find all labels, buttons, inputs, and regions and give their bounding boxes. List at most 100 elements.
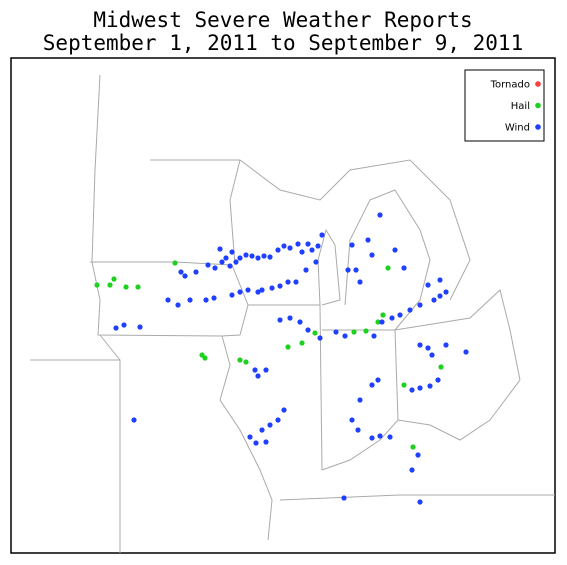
wind-report [425,345,431,351]
hail-report [135,284,141,290]
hail-report [385,265,391,271]
hail-report [363,328,369,334]
hail-report [237,357,243,363]
wind-report [357,279,363,285]
legend-label: Tornado [490,80,530,91]
wind-report [415,452,421,458]
hail-report [202,355,208,361]
legend-marker [535,81,541,87]
wind-report [165,297,171,303]
wind-report [353,267,359,273]
title-line: Midwest Severe Weather Reports [93,8,472,32]
wind-report [261,253,267,259]
wind-report [417,342,423,348]
wind-report [275,417,281,423]
wind-report [429,352,435,358]
wind-report [437,277,443,283]
wind-report [281,243,287,249]
wind-report [355,427,361,433]
wind-report [277,283,283,289]
wind-report [392,247,398,253]
wind-report [377,433,383,439]
wind-report [203,297,209,303]
wind-report [409,467,415,473]
wind-report [249,253,255,259]
wind-report [263,367,269,373]
hail-report [438,364,444,370]
hail-report [351,329,357,335]
wind-report [275,247,281,253]
legend-label: Wind [505,123,530,134]
hail-report [123,284,129,290]
wind-report [293,279,299,285]
wind-report [243,252,249,258]
wind-report [309,247,315,253]
wind-report [281,407,287,413]
wind-report [357,397,363,403]
wind-report [443,342,449,348]
wind-report [417,385,423,391]
wind-report [229,249,235,255]
legend-label: Hail [511,101,530,112]
wind-report [269,285,275,291]
wind-report [431,297,437,303]
wind-report [113,325,119,331]
wind-report [369,382,375,388]
wind-report [297,319,303,325]
wind-report [417,302,423,308]
wind-report [342,333,348,339]
wind-report [287,245,293,251]
wind-report [178,269,184,275]
hail-report [375,319,381,325]
wind-report [255,373,261,379]
wind-report [409,387,415,393]
legend-marker [535,124,541,130]
wind-report [349,242,355,248]
wind-report [389,315,395,321]
wind-report [259,287,265,293]
wind-report [401,265,407,271]
wind-report [341,495,347,501]
hail-report [380,312,386,318]
wind-report [295,241,301,247]
wind-report [212,265,218,271]
wind-report [131,417,137,423]
wind-report [443,289,449,295]
wind-report [253,440,259,446]
wind-report [285,279,291,285]
wind-report [229,292,235,298]
wind-report [255,289,261,295]
wind-report [223,255,229,261]
wind-report [121,322,127,328]
wind-report [417,499,423,505]
hail-report [401,382,407,388]
wind-report [397,312,403,318]
legend-marker [535,102,541,109]
wind-report [137,324,143,330]
wind-report [175,302,181,308]
wind-report [375,377,381,383]
wind-report [267,422,273,428]
wind-report [217,246,223,252]
wind-report [237,289,243,295]
wind-report [287,315,293,321]
wind-report [317,335,323,341]
wind-report [319,232,325,238]
wind-report [349,417,355,423]
wind-report [313,259,319,265]
wind-report [237,255,243,261]
wind-report [233,259,239,265]
wind-report [345,267,351,273]
boundaries [30,74,555,553]
wind-report [245,287,251,293]
wind-report [305,327,311,333]
legend-box [464,69,545,142]
wind-report [425,282,431,288]
wind-report [437,293,443,299]
wind-report [407,307,413,313]
wind-report [369,252,375,258]
wind-report [255,255,261,261]
hail-report [243,359,249,365]
wind-report [219,259,225,265]
